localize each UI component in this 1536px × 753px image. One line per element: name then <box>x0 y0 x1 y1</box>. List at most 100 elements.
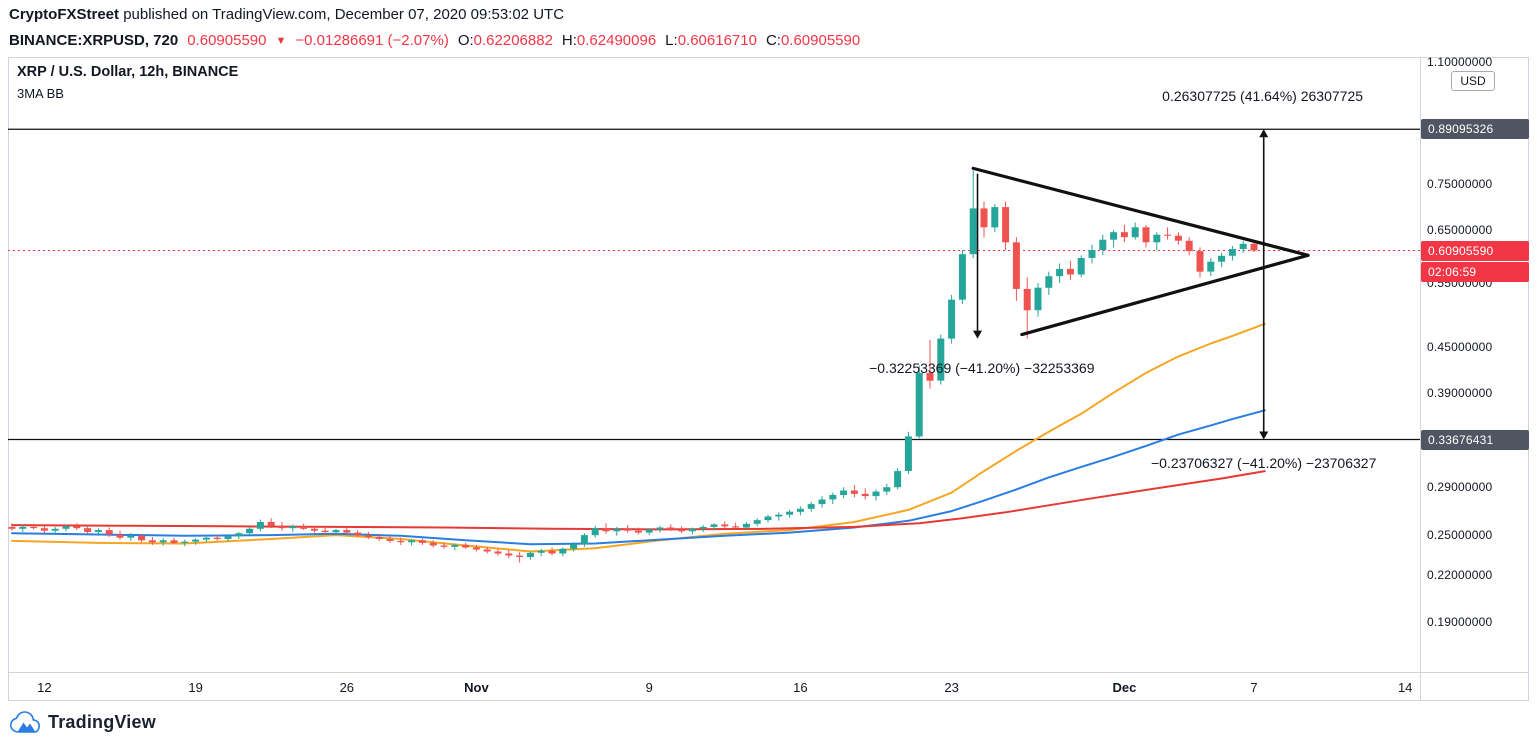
attribution-text: published on TradingView.com, December 0… <box>119 6 565 23</box>
attribution-line: CryptoFXStreet published on TradingView.… <box>9 6 564 23</box>
candle <box>73 523 81 531</box>
candle <box>235 531 243 539</box>
candle <box>181 539 189 547</box>
candle <box>850 485 858 498</box>
candle <box>321 527 329 535</box>
target-label: −0.23706327 (−41.20%) −23706327 <box>1151 454 1377 471</box>
candle <box>559 547 567 557</box>
candle <box>1174 232 1182 245</box>
time-label: 9 <box>645 680 653 695</box>
candle <box>1164 227 1172 240</box>
candle <box>289 524 297 532</box>
measured-move-arrow <box>973 173 983 339</box>
candle <box>710 523 718 531</box>
candle <box>300 523 308 531</box>
candle <box>1099 234 1107 256</box>
open-label: O: <box>457 32 474 49</box>
candle <box>580 533 588 547</box>
time-label: 19 <box>188 680 203 695</box>
candle <box>343 527 351 534</box>
candle <box>969 170 977 258</box>
candle <box>192 538 200 545</box>
candle <box>429 540 437 548</box>
candle <box>699 525 707 532</box>
candle <box>8 523 16 531</box>
candle <box>224 535 232 542</box>
price-tick: 0.22000000 <box>1427 568 1493 583</box>
tradingview-logo-icon <box>10 711 40 733</box>
candle <box>624 525 632 533</box>
high-value: 0.62490096 <box>576 32 657 49</box>
open-value: 0.62206882 <box>473 32 553 49</box>
candle <box>440 542 448 549</box>
candle <box>1056 263 1064 283</box>
candle <box>732 522 740 529</box>
candle <box>494 548 502 556</box>
candle <box>796 506 804 516</box>
candle <box>948 294 956 344</box>
candle <box>1120 224 1128 243</box>
candle <box>1023 277 1031 339</box>
time-label: 26 <box>339 680 355 695</box>
candle <box>656 525 664 533</box>
candle <box>105 527 113 537</box>
candle <box>1066 260 1074 281</box>
candle <box>591 525 599 538</box>
ohlc-high: H: 0.62490096 <box>562 32 656 49</box>
candle <box>1207 258 1215 277</box>
candle <box>1228 245 1236 261</box>
candle <box>775 512 783 521</box>
candle <box>883 483 891 495</box>
candle <box>483 546 491 554</box>
currency-toggle-button[interactable]: USD <box>1451 71 1495 91</box>
candle <box>1002 201 1010 250</box>
candle <box>256 519 264 532</box>
candle <box>753 518 761 527</box>
candle <box>1218 252 1226 268</box>
ma-slow-line <box>11 470 1266 531</box>
footer-brand: TradingView <box>10 711 156 733</box>
candle <box>516 552 524 563</box>
candle <box>1185 237 1193 256</box>
candle <box>159 538 167 546</box>
candle <box>127 533 135 541</box>
price-tick: 0.39000000 <box>1427 385 1493 400</box>
candle <box>645 528 653 536</box>
candle <box>1034 283 1042 317</box>
candles-series <box>8 170 1258 563</box>
candle <box>894 467 902 490</box>
candle <box>537 548 545 557</box>
candle <box>364 531 372 539</box>
price-tick: 0.25000000 <box>1427 527 1493 542</box>
candle <box>1012 237 1020 301</box>
candle <box>1088 244 1096 264</box>
candle <box>991 203 999 233</box>
candle <box>613 526 621 536</box>
candle <box>829 492 837 505</box>
candle <box>1131 222 1139 240</box>
candle <box>1239 240 1247 253</box>
candle <box>116 530 124 540</box>
candle <box>84 526 92 534</box>
projection-label: 0.26307725 (41.64%) 26307725 <box>1162 87 1364 104</box>
candle <box>786 509 794 518</box>
low-label: L: <box>665 32 678 49</box>
triangle-lower-line <box>1020 253 1310 337</box>
candle <box>807 501 815 512</box>
countdown-badge: 02:06:59 <box>1421 261 1529 282</box>
candle <box>526 551 534 560</box>
candle <box>397 537 405 545</box>
candle <box>764 514 772 523</box>
candle <box>267 518 275 529</box>
candle <box>1077 255 1085 278</box>
candle <box>1250 242 1258 252</box>
candle <box>840 487 848 499</box>
candle <box>51 526 59 535</box>
close-value: 0.60905590 <box>780 32 861 49</box>
ohlc-low: L: 0.60616710 <box>665 32 757 49</box>
candle <box>915 365 923 439</box>
last-price-value: 0.60905590 <box>187 32 267 49</box>
